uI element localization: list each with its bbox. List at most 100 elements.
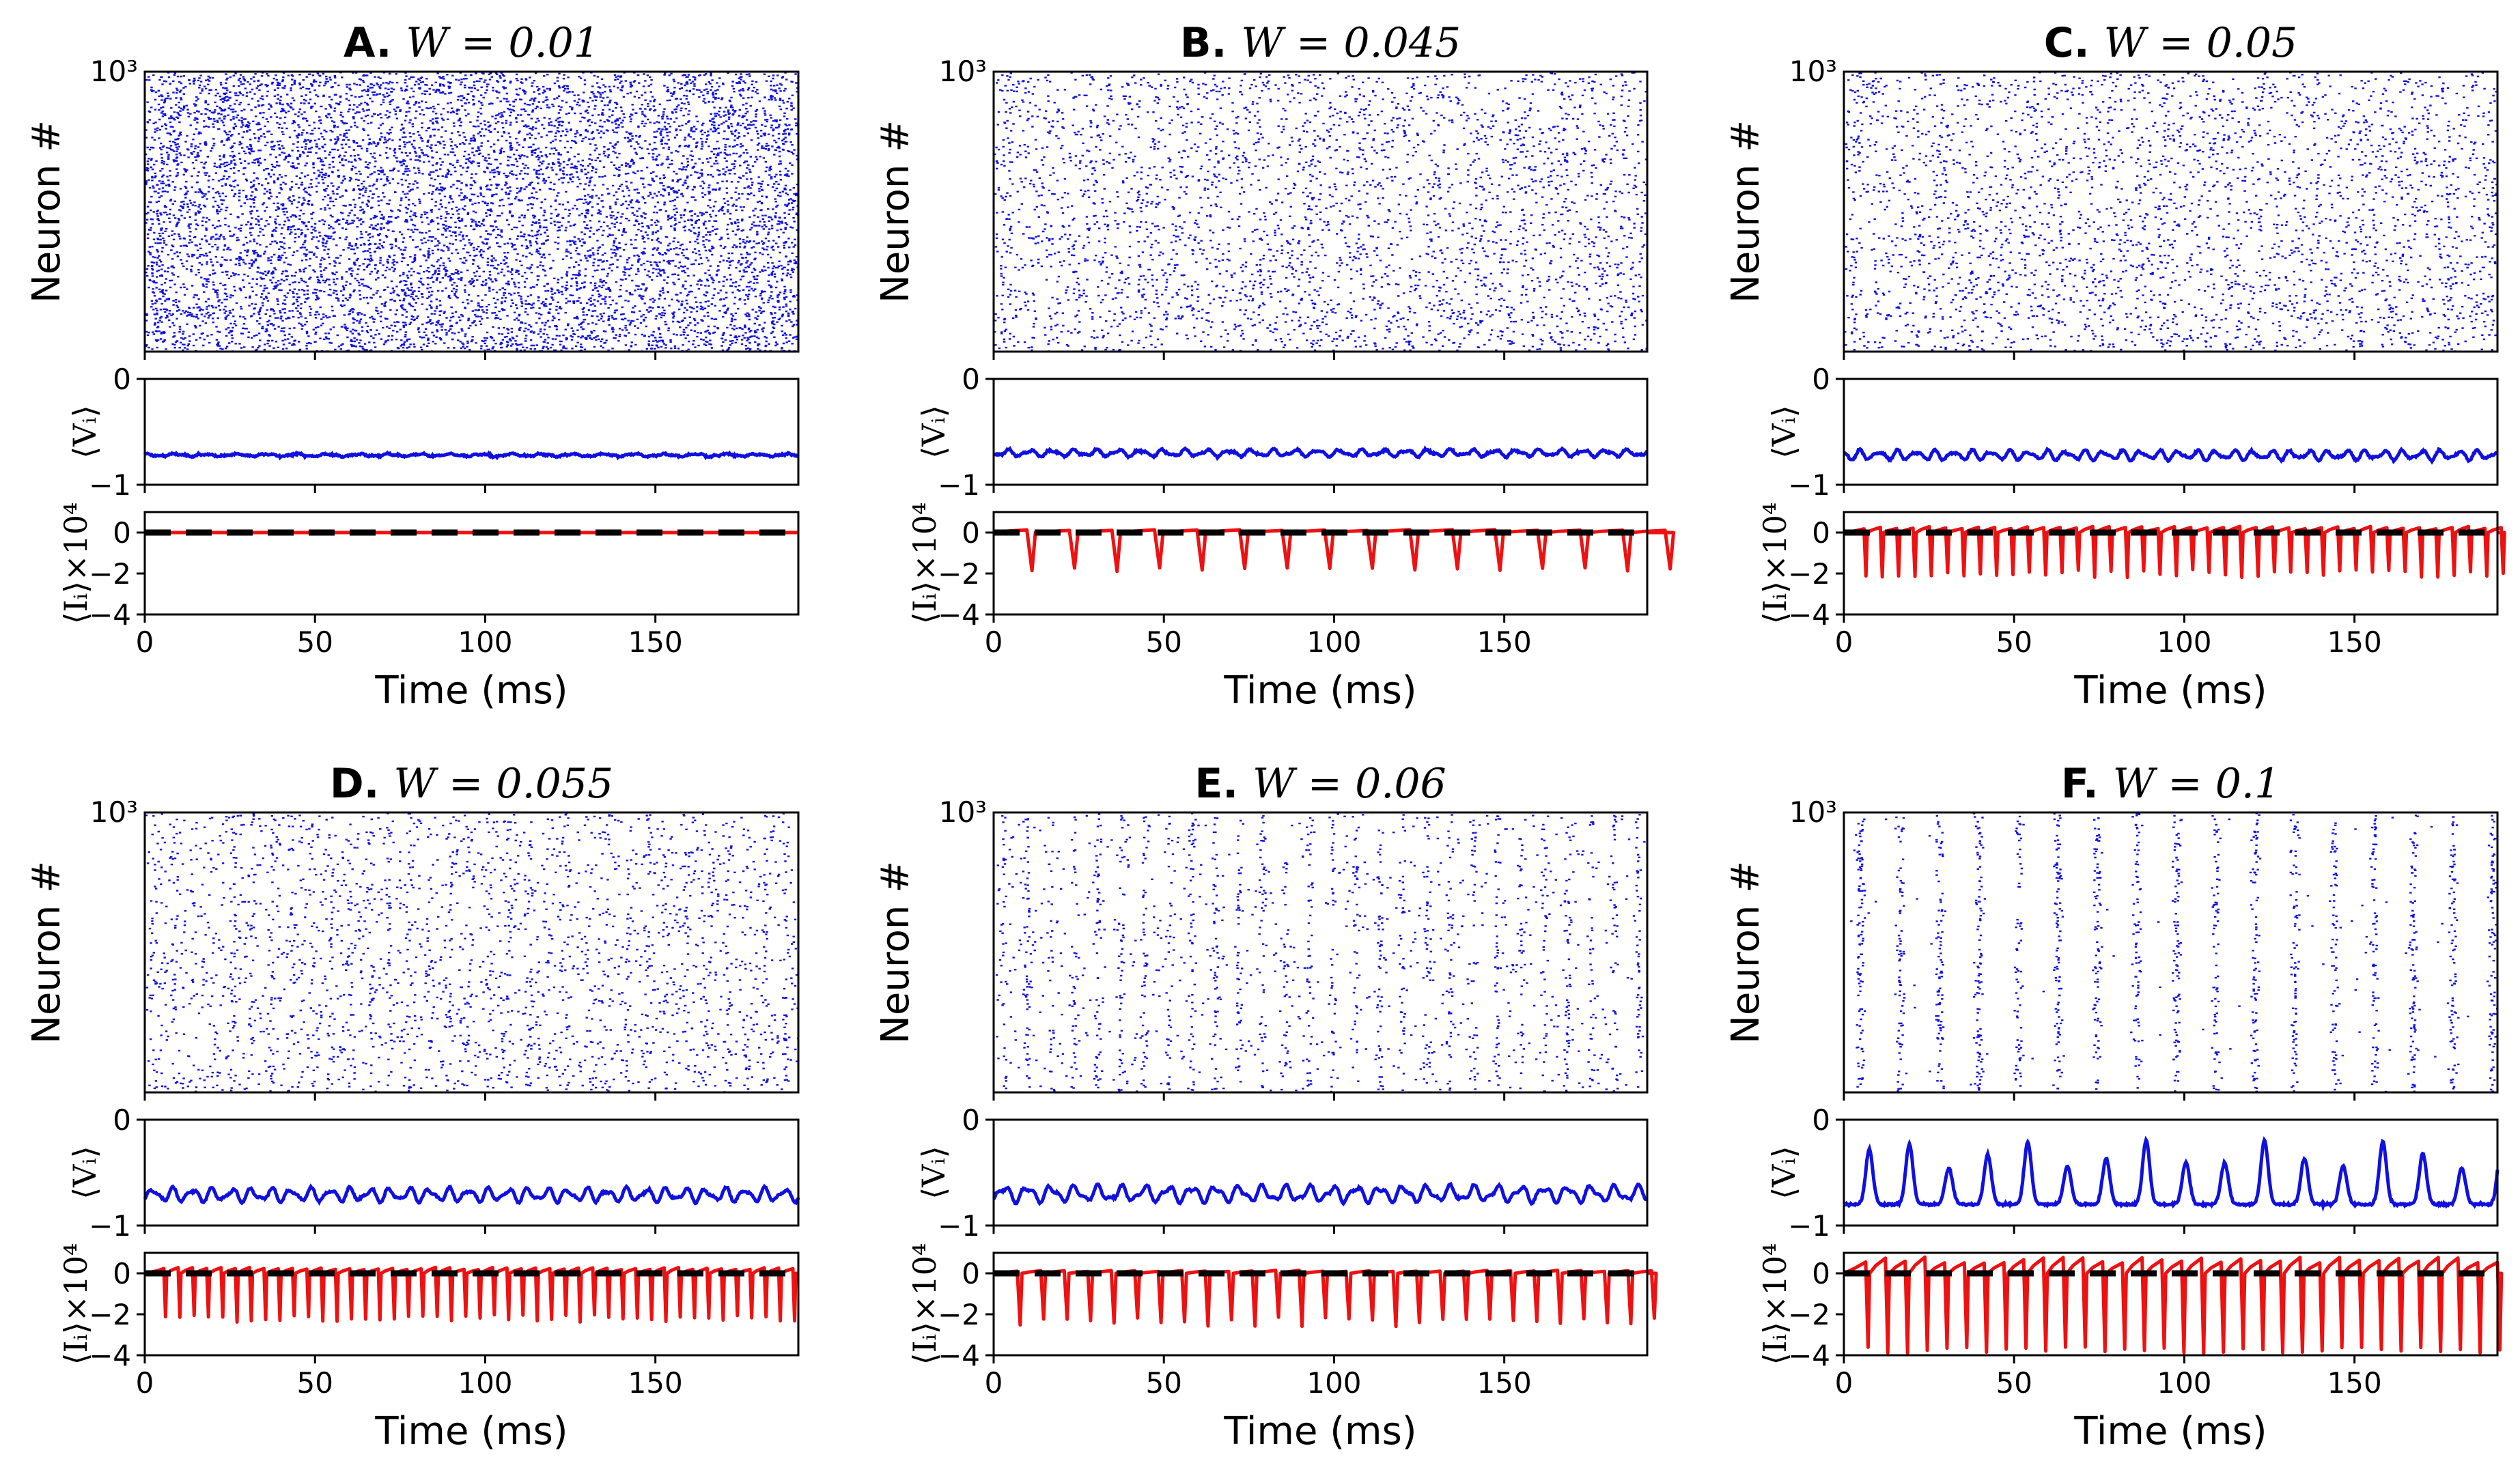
x-tick-label: 0	[136, 625, 154, 659]
current-tick-label: −4	[1788, 598, 1830, 632]
panel-title: D. W = 0.055	[330, 760, 613, 808]
current-tick-label: −2	[938, 1298, 980, 1331]
raster-background	[145, 812, 798, 1092]
panel-w-value: W = 0.055	[393, 760, 613, 808]
panel-w-value: W = 0.01	[406, 19, 600, 67]
raster-ylabel: Neuron #	[873, 861, 918, 1044]
current-tick-label: −4	[938, 598, 980, 632]
current-tick-label: −4	[89, 598, 131, 632]
panel-title: A. W = 0.01	[344, 19, 600, 67]
x-tick-label: 100	[2157, 1366, 2211, 1400]
x-axis-label: Time (ms)	[1223, 1409, 1416, 1454]
x-tick-label: 50	[296, 625, 333, 659]
current-tick-label: 0	[113, 1257, 131, 1290]
current-tick-label: −2	[89, 1298, 131, 1331]
panel-w-value: W = 0.1	[2113, 760, 2281, 808]
raster-ytick-top: 10³	[939, 55, 987, 88]
panel-letter: A.	[344, 19, 406, 67]
current-tick-label: 0	[962, 516, 980, 550]
x-tick-label: 100	[2157, 625, 2211, 659]
panel-title: B. W = 0.045	[1180, 19, 1461, 67]
x-tick-label: 150	[628, 1366, 683, 1400]
raster-ylabel: Neuron #	[25, 861, 69, 1044]
voltage-ylabel: ⟨Vᵢ⟩	[915, 1146, 952, 1199]
voltage-ylabel: ⟨Vᵢ⟩	[915, 405, 952, 458]
x-tick-label: 0	[985, 625, 1003, 659]
current-tick-label: −4	[938, 1339, 980, 1372]
current-tick-label: −2	[1788, 1298, 1830, 1331]
voltage-tick-label: −1	[89, 468, 131, 502]
current-ylabel: ⟨Iᵢ⟩×10⁴	[906, 503, 943, 625]
panel-title: F. W = 0.1	[2061, 760, 2280, 808]
raster-ylabel: Neuron #	[873, 120, 918, 303]
panel-title: E. W = 0.06	[1194, 760, 1446, 808]
voltage-tick-label: 0	[1812, 1103, 1830, 1137]
panel-title: C. W = 0.05	[2044, 19, 2297, 67]
voltage-tick-label: 0	[113, 1103, 131, 1137]
x-tick-label: 50	[1996, 1366, 2032, 1400]
panel-letter: C.	[2044, 19, 2104, 67]
voltage-ylabel: ⟨Vᵢ⟩	[66, 1146, 103, 1199]
x-tick-label: 150	[2327, 1366, 2382, 1400]
x-tick-label: 0	[985, 1366, 1003, 1400]
panel-w-value: W = 0.06	[1252, 760, 1446, 808]
voltage-ylabel: ⟨Vᵢ⟩	[1765, 405, 1802, 458]
voltage-tick-label: −1	[938, 1209, 980, 1243]
panel-letter: F.	[2061, 760, 2113, 808]
raster-ylabel: Neuron #	[1724, 120, 1768, 303]
current-tick-label: 0	[113, 516, 131, 550]
raster-background	[1844, 72, 2497, 352]
raster-ylabel: Neuron #	[25, 120, 69, 303]
x-axis-label: Time (ms)	[1223, 668, 1416, 713]
x-tick-label: 150	[1477, 1366, 1532, 1400]
x-tick-label: 0	[136, 1366, 154, 1400]
raster-ytick-top: 10³	[1789, 795, 1837, 829]
voltage-ylabel: ⟨Vᵢ⟩	[1765, 1146, 1802, 1199]
x-axis-label: Time (ms)	[374, 1409, 568, 1454]
x-tick-label: 50	[1996, 625, 2032, 659]
raster-ytick-top: 10³	[939, 795, 987, 829]
x-tick-label: 50	[1145, 1366, 1181, 1400]
raster-ytick-top: 10³	[90, 795, 138, 829]
current-tick-label: 0	[962, 1257, 980, 1290]
current-tick-label: 0	[1812, 516, 1830, 550]
current-tick-label: −4	[89, 1339, 131, 1372]
voltage-tick-label: 0	[962, 1103, 980, 1137]
current-ylabel: ⟨Iᵢ⟩×10⁴	[1756, 503, 1793, 625]
raster-ylabel: Neuron #	[1724, 861, 1768, 1044]
current-ylabel: ⟨Iᵢ⟩×10⁴	[1756, 1243, 1793, 1365]
voltage-ylabel: ⟨Vᵢ⟩	[66, 405, 103, 458]
current-tick-label: 0	[1812, 1257, 1830, 1290]
x-tick-label: 0	[1835, 625, 1853, 659]
current-tick-label: −2	[938, 557, 980, 591]
current-ylabel: ⟨Iᵢ⟩×10⁴	[57, 503, 94, 625]
x-tick-label: 100	[1306, 625, 1361, 659]
x-tick-label: 100	[1306, 1366, 1361, 1400]
x-tick-label: 150	[628, 625, 683, 659]
raster-ytick-top: 10³	[90, 55, 138, 88]
voltage-tick-label: 0	[962, 363, 980, 396]
current-ylabel: ⟨Iᵢ⟩×10⁴	[906, 1243, 943, 1365]
voltage-tick-label: 0	[113, 363, 131, 396]
x-axis-label: Time (ms)	[2073, 1409, 2267, 1454]
x-axis-label: Time (ms)	[2073, 668, 2267, 713]
panel-w-value: W = 0.05	[2104, 19, 2298, 67]
x-tick-label: 150	[1477, 625, 1532, 659]
current-ylabel: ⟨Iᵢ⟩×10⁴	[57, 1243, 94, 1365]
panel-letter: D.	[330, 760, 394, 808]
x-tick-label: 50	[296, 1366, 333, 1400]
current-tick-label: −2	[1788, 557, 1830, 591]
x-tick-label: 50	[1145, 625, 1181, 659]
raster-ytick-top: 10³	[1789, 55, 1837, 88]
panel-letter: B.	[1180, 19, 1241, 67]
voltage-tick-label: 0	[1812, 363, 1830, 396]
voltage-tick-label: −1	[89, 1209, 131, 1243]
x-tick-label: 150	[2327, 625, 2382, 659]
panel-letter: E.	[1194, 760, 1252, 808]
raster-background	[994, 812, 1647, 1092]
panel-w-value: W = 0.045	[1241, 19, 1461, 67]
x-tick-label: 100	[458, 1366, 512, 1400]
current-tick-label: −4	[1788, 1339, 1830, 1372]
voltage-tick-label: −1	[938, 468, 980, 502]
